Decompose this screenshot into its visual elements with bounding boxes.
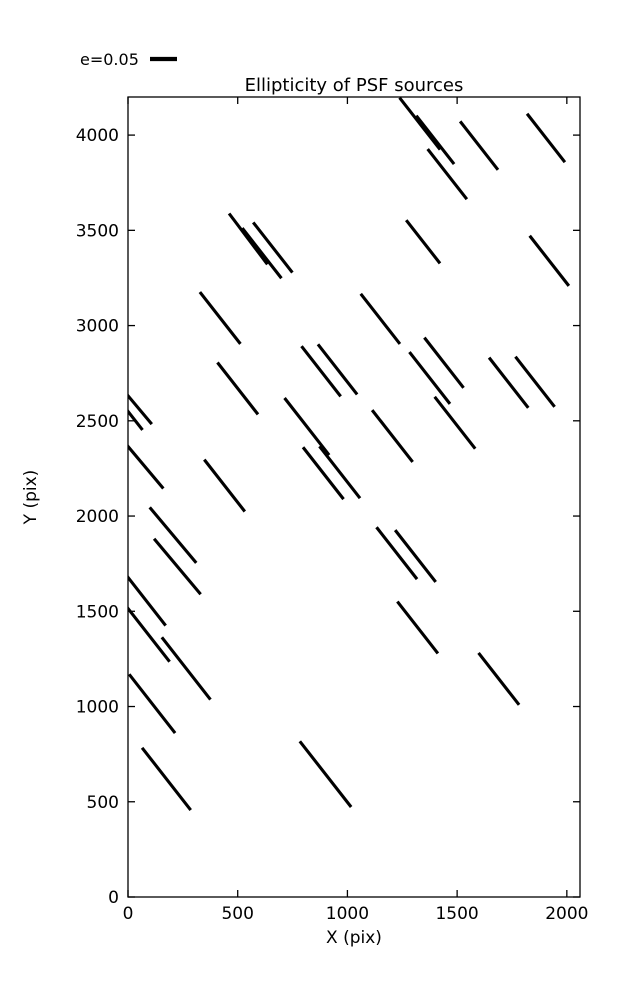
- psf-whisker: [405, 219, 442, 265]
- y-axis-label: Y (pix): [21, 470, 41, 526]
- y-tick-label: 4000: [76, 126, 119, 146]
- psf-whisker: [128, 673, 177, 735]
- psf-whisker: [203, 458, 247, 513]
- psf-whisker: [398, 97, 442, 151]
- psf-whisker: [393, 529, 437, 583]
- psf-whisker: [487, 356, 530, 409]
- y-tick-label: 0: [108, 888, 119, 908]
- psf-whisker: [298, 740, 353, 808]
- psf-whisker: [128, 408, 144, 431]
- psf-whisker: [528, 234, 571, 287]
- psf-whisker: [252, 221, 294, 274]
- psf-whisker: [128, 444, 165, 490]
- y-tick-label: 1500: [76, 602, 119, 622]
- psf-whisker: [370, 409, 414, 463]
- psf-whisker: [128, 393, 153, 426]
- psf-whisker: [514, 355, 556, 408]
- x-tick-label: 0: [123, 904, 134, 924]
- psf-whisker: [477, 652, 521, 706]
- psf-whisker: [198, 291, 242, 345]
- psf-whisker: [525, 112, 567, 164]
- psf-whisker: [140, 746, 192, 811]
- psf-whisker: [359, 292, 402, 345]
- chart-title: Ellipticity of PSF sources: [245, 75, 464, 96]
- psf-whisker: [283, 397, 331, 457]
- whisker-series: [128, 97, 571, 811]
- psf-whisker: [316, 343, 359, 396]
- psf-whisker: [300, 345, 342, 398]
- psf-whisker: [408, 351, 452, 405]
- psf-whisker: [318, 445, 362, 500]
- psf-whisker: [423, 336, 465, 389]
- x-tick-label: 1000: [326, 904, 369, 924]
- y-axis-ticks: 0 500 1000 1500 2000 2500 3000 3500 4000: [76, 126, 580, 908]
- x-tick-label: 1500: [435, 904, 478, 924]
- psf-whisker: [433, 395, 477, 450]
- psf-whisker: [301, 446, 345, 501]
- psf-whisker: [216, 361, 260, 416]
- x-tick-label: 500: [221, 904, 253, 924]
- psf-whisker: [148, 506, 198, 564]
- y-tick-label: 3500: [76, 221, 119, 241]
- y-tick-label: 2000: [76, 507, 119, 527]
- psf-whisker: [152, 537, 202, 596]
- y-tick-label: 1000: [76, 698, 119, 718]
- axes-frame: [127, 96, 581, 898]
- psf-whisker: [241, 227, 283, 280]
- psf-whisker: [227, 212, 269, 266]
- psf-whisker: [458, 120, 500, 171]
- psf-whisker: [426, 148, 469, 201]
- psf-whisker: [160, 636, 212, 701]
- y-tick-label: 500: [87, 793, 119, 813]
- y-tick-label: 2500: [76, 412, 119, 432]
- axes-spines: [127, 96, 581, 898]
- psf-whisker: [375, 526, 419, 581]
- psf-whisker: [128, 605, 171, 663]
- plot-area-background: [128, 97, 580, 897]
- legend-label: e=0.05: [80, 50, 139, 69]
- y-tick-label: 3000: [76, 317, 119, 337]
- psf-whisker: [415, 114, 456, 166]
- psf-whisker: [396, 600, 440, 655]
- x-axis-ticks: 0 500 1000 1500 2000: [123, 97, 588, 924]
- legend: e=0.05: [80, 50, 177, 69]
- x-axis-label: X (pix): [326, 928, 382, 948]
- x-tick-label: 2000: [545, 904, 588, 924]
